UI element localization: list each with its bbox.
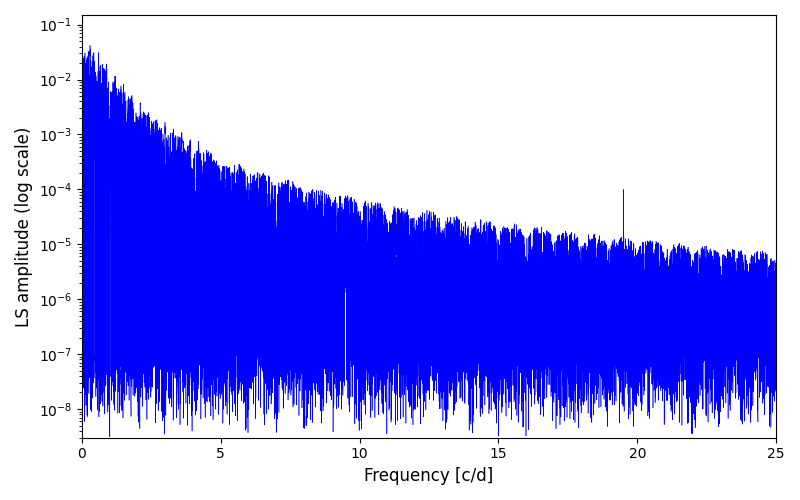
X-axis label: Frequency [c/d]: Frequency [c/d] <box>364 467 494 485</box>
Y-axis label: LS amplitude (log scale): LS amplitude (log scale) <box>15 126 33 326</box>
